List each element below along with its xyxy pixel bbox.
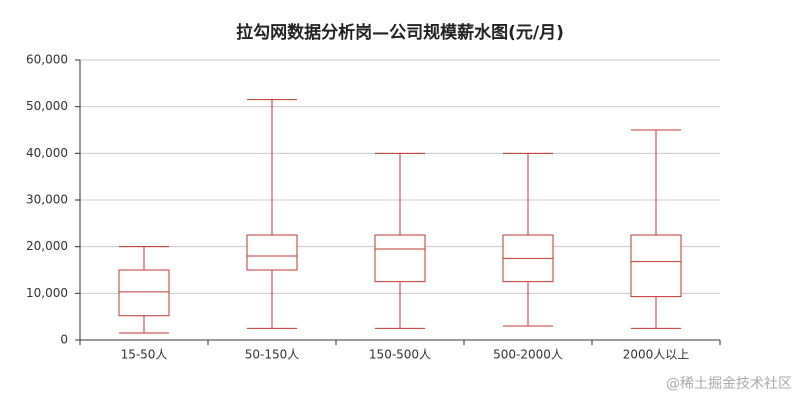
y-tick-label: 0 bbox=[60, 333, 68, 347]
box bbox=[246, 234, 298, 271]
y-tick-label: 10,000 bbox=[26, 286, 68, 300]
watermark: @稀土掘金技术社区 bbox=[666, 376, 792, 392]
x-tick-label: 15-50人 bbox=[121, 348, 168, 362]
x-tick-label: 500-2000人 bbox=[493, 348, 563, 362]
chart-title: 拉勾网数据分析岗—公司规模薪水图(元/月) bbox=[236, 22, 564, 43]
y-tick-label: 50,000 bbox=[26, 99, 68, 113]
y-tick-label: 60,000 bbox=[26, 53, 68, 67]
x-tick-label: 150-500人 bbox=[369, 348, 431, 362]
box bbox=[630, 234, 682, 298]
x-tick-label: 2000人以上 bbox=[623, 348, 690, 362]
y-tick-label: 40,000 bbox=[26, 146, 68, 160]
y-tick-label: 20,000 bbox=[26, 239, 68, 253]
x-tick-label: 50-150人 bbox=[245, 348, 300, 362]
box bbox=[118, 269, 170, 317]
box bbox=[374, 234, 426, 283]
y-tick-label: 30,000 bbox=[26, 193, 68, 207]
